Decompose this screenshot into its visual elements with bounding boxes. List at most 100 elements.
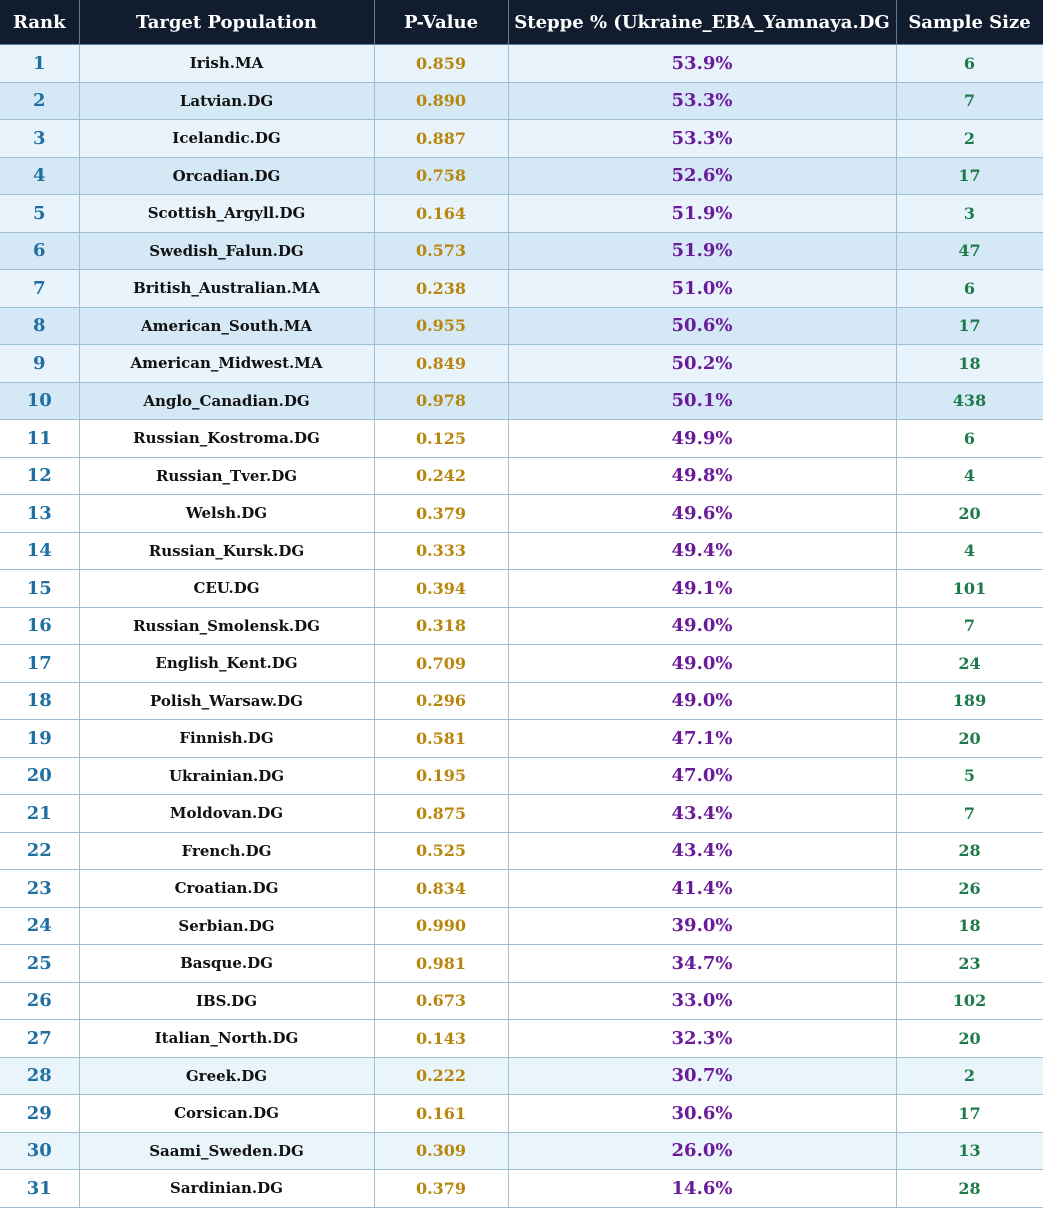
steppe-percent-cell: 39.0% <box>508 907 897 945</box>
rank-cell: 17 <box>0 644 80 683</box>
p-value-cell: 0.222 <box>374 1057 509 1095</box>
rank-cell: 28 <box>0 1057 80 1095</box>
population-cell: Corsican.DG <box>79 1094 375 1133</box>
sample-size-cell: 438 <box>896 382 1043 420</box>
header-sample-size[interactable]: Sample Size <box>896 0 1043 45</box>
sample-size-cell: 3 <box>896 194 1043 233</box>
rank-cell: 2 <box>0 82 80 120</box>
table-row: 24 Serbian.DG 0.990 39.0% 18 <box>0 907 1043 945</box>
p-value-cell: 0.875 <box>374 794 509 833</box>
sample-size-cell: 18 <box>896 907 1043 945</box>
table-row: 23 Croatian.DG 0.834 41.4% 26 <box>0 869 1043 908</box>
sample-size-cell: 101 <box>896 569 1043 608</box>
sample-size-cell: 20 <box>896 719 1043 758</box>
rank-cell: 1 <box>0 44 80 83</box>
rank-cell: 4 <box>0 157 80 195</box>
p-value-cell: 0.242 <box>374 457 509 495</box>
p-value-cell: 0.981 <box>374 944 509 983</box>
population-cell: Greek.DG <box>79 1057 375 1095</box>
table-row: 17 English_Kent.DG 0.709 49.0% 24 <box>0 644 1043 683</box>
table-row: 7 British_Australian.MA 0.238 51.0% 6 <box>0 269 1043 308</box>
steppe-percent-cell: 51.9% <box>508 194 897 233</box>
p-value-cell: 0.955 <box>374 307 509 345</box>
rank-cell: 16 <box>0 607 80 645</box>
sample-size-cell: 2 <box>896 119 1043 158</box>
steppe-percent-cell: 26.0% <box>508 1132 897 1170</box>
steppe-percent-cell: 43.4% <box>508 794 897 833</box>
steppe-percent-cell: 51.9% <box>508 232 897 270</box>
rank-cell: 3 <box>0 119 80 158</box>
rank-cell: 9 <box>0 344 80 383</box>
header-rank[interactable]: Rank <box>0 0 80 45</box>
rank-cell: 24 <box>0 907 80 945</box>
population-cell: Russian_Kursk.DG <box>79 532 375 570</box>
steppe-percent-cell: 49.0% <box>508 607 897 645</box>
table-row: 2 Latvian.DG 0.890 53.3% 7 <box>0 82 1043 120</box>
p-value-cell: 0.834 <box>374 869 509 908</box>
sample-size-cell: 17 <box>896 1094 1043 1133</box>
p-value-cell: 0.394 <box>374 569 509 608</box>
table-row: 22 French.DG 0.525 43.4% 28 <box>0 832 1043 870</box>
table-row: 27 Italian_North.DG 0.143 32.3% 20 <box>0 1019 1043 1058</box>
population-cell: Sardinian.DG <box>79 1169 375 1208</box>
steppe-percent-cell: 49.6% <box>508 494 897 533</box>
rank-cell: 22 <box>0 832 80 870</box>
header-steppe-percent[interactable]: Steppe % (Ukraine_EBA_Yamnaya.DG <box>508 0 897 45</box>
rank-cell: 19 <box>0 719 80 758</box>
steppe-percent-cell: 51.0% <box>508 269 897 308</box>
sample-size-cell: 102 <box>896 982 1043 1020</box>
p-value-cell: 0.581 <box>374 719 509 758</box>
table-row: 13 Welsh.DG 0.379 49.6% 20 <box>0 494 1043 533</box>
table-row: 25 Basque.DG 0.981 34.7% 23 <box>0 944 1043 983</box>
population-cell: Moldovan.DG <box>79 794 375 833</box>
sample-size-cell: 20 <box>896 494 1043 533</box>
p-value-cell: 0.978 <box>374 382 509 420</box>
steppe-percent-cell: 49.1% <box>508 569 897 608</box>
population-cell: Scottish_Argyll.DG <box>79 194 375 233</box>
sample-size-cell: 6 <box>896 44 1043 83</box>
rank-cell: 7 <box>0 269 80 308</box>
table-row: 30 Saami_Sweden.DG 0.309 26.0% 13 <box>0 1132 1043 1170</box>
population-cell: IBS.DG <box>79 982 375 1020</box>
rank-cell: 10 <box>0 382 80 420</box>
sample-size-cell: 18 <box>896 344 1043 383</box>
p-value-cell: 0.125 <box>374 419 509 458</box>
sample-size-cell: 28 <box>896 1169 1043 1208</box>
population-cell: Welsh.DG <box>79 494 375 533</box>
population-cell: CEU.DG <box>79 569 375 608</box>
p-value-cell: 0.379 <box>374 494 509 533</box>
rank-cell: 15 <box>0 569 80 608</box>
steppe-percent-cell: 41.4% <box>508 869 897 908</box>
p-value-cell: 0.709 <box>374 644 509 683</box>
table-row: 9 American_Midwest.MA 0.849 50.2% 18 <box>0 344 1043 383</box>
rank-cell: 30 <box>0 1132 80 1170</box>
rank-cell: 29 <box>0 1094 80 1133</box>
steppe-percent-cell: 50.2% <box>508 344 897 383</box>
population-cell: Italian_North.DG <box>79 1019 375 1058</box>
sample-size-cell: 20 <box>896 1019 1043 1058</box>
sample-size-cell: 4 <box>896 457 1043 495</box>
steppe-percent-cell: 14.6% <box>508 1169 897 1208</box>
header-p-value[interactable]: P-Value <box>374 0 509 45</box>
p-value-cell: 0.525 <box>374 832 509 870</box>
steppe-percent-cell: 49.9% <box>508 419 897 458</box>
steppe-percent-cell: 49.0% <box>508 682 897 720</box>
header-target-population[interactable]: Target Population <box>79 0 375 45</box>
p-value-cell: 0.296 <box>374 682 509 720</box>
table-row: 10 Anglo_Canadian.DG 0.978 50.1% 438 <box>0 382 1043 420</box>
table-row: 21 Moldovan.DG 0.875 43.4% 7 <box>0 794 1043 833</box>
p-value-cell: 0.143 <box>374 1019 509 1058</box>
table-row: 29 Corsican.DG 0.161 30.6% 17 <box>0 1094 1043 1133</box>
p-value-cell: 0.238 <box>374 269 509 308</box>
population-cell: Ukrainian.DG <box>79 757 375 795</box>
steppe-percent-cell: 49.8% <box>508 457 897 495</box>
population-cell: Latvian.DG <box>79 82 375 120</box>
sample-size-cell: 189 <box>896 682 1043 720</box>
sample-size-cell: 47 <box>896 232 1043 270</box>
sample-size-cell: 6 <box>896 269 1043 308</box>
p-value-cell: 0.161 <box>374 1094 509 1133</box>
steppe-percent-cell: 50.1% <box>508 382 897 420</box>
steppe-percent-cell: 49.4% <box>508 532 897 570</box>
rank-cell: 8 <box>0 307 80 345</box>
